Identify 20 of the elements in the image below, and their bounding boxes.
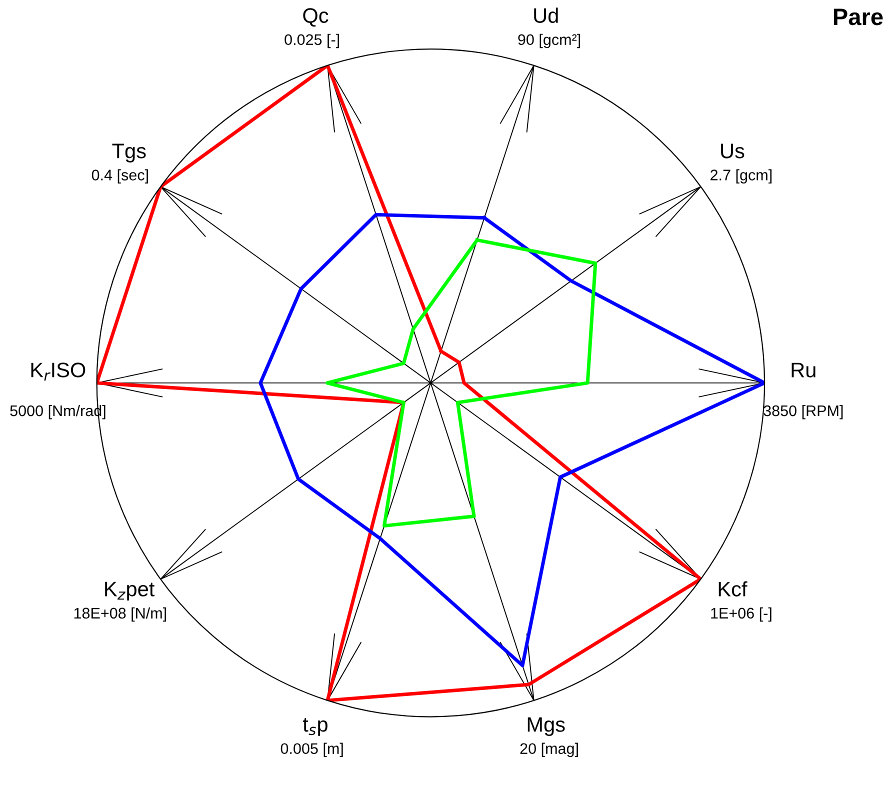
text: 18E+08 [N/m] <box>74 607 166 622</box>
spoke-label: K$_{z}$pet <box>105 582 155 601</box>
spoke-label: Us <box>721 144 744 158</box>
text: 20 [mag] <box>520 742 578 758</box>
text: 90 [gcm²] <box>518 34 580 48</box>
text: 1E+06 [-] <box>711 607 772 622</box>
spoke-label: Tgs <box>112 144 146 162</box>
text: 0.005 [m] <box>280 742 343 758</box>
text: 0.025 [-] <box>284 34 340 48</box>
spoke-label: Qc <box>303 8 328 27</box>
text: 3850 [RPM] <box>764 404 843 420</box>
chart-title: Pare <box>834 8 883 26</box>
spoke-label: Mgs <box>528 717 565 736</box>
spoke-label: K$_{r}$ISO <box>31 362 86 381</box>
spoke-label: Kcf <box>718 581 748 596</box>
text: 2.7 [gcm] <box>710 169 772 184</box>
spoke-label: t$_{s}$p <box>302 718 328 736</box>
text: 0.4 [sec] <box>92 169 148 184</box>
spoke-label: Ru <box>792 362 816 378</box>
spoke-label: Ud <box>534 8 558 23</box>
